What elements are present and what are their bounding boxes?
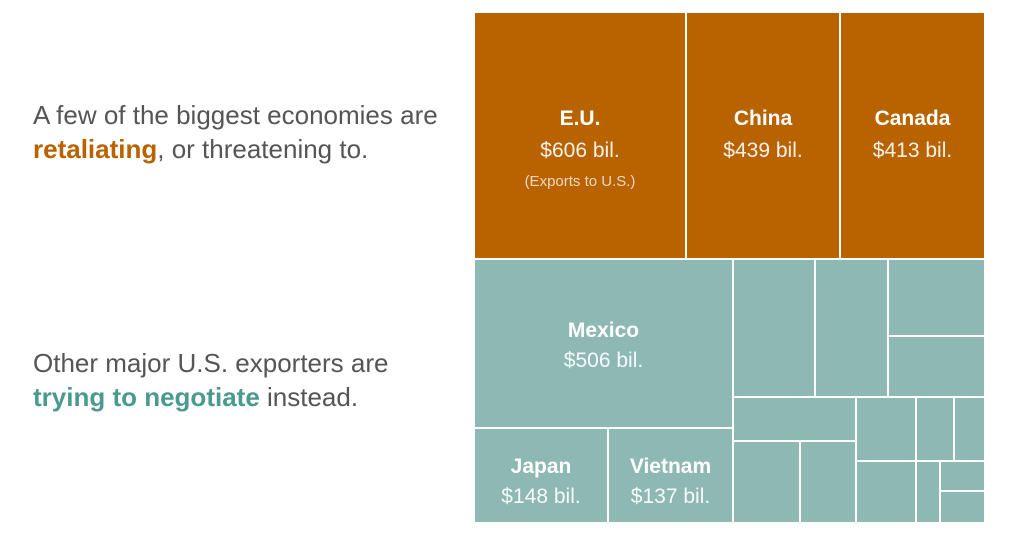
tile-value-japan: $148 bil. [501,485,580,508]
tile-value-china: $439 bil. [723,139,802,162]
caption-negotiating: Other major U.S. exporters are trying to… [33,346,453,414]
tile-label-e-u: E.U. [560,107,601,130]
tile-other-1 [732,258,816,398]
tile-other-10 [915,396,955,462]
tile-label-china: China [734,107,793,130]
caption-retaliating-post: , or threatening to. [157,134,369,164]
tile-other-3 [887,258,986,337]
tile-value-e-u: $606 bil. [540,139,619,162]
caption-negotiating-post: instead. [259,382,359,412]
tile-other-8 [855,396,917,462]
caption-retaliating: A few of the biggest economies are retal… [33,98,453,166]
tile-value-vietnam: $137 bil. [631,485,710,508]
tile-label-japan: Japan [511,455,572,478]
tile-note-e-u: (Exports to U.S.) [525,173,636,190]
tile-other-6 [732,440,801,524]
tile-other-5 [732,396,857,442]
tile-other-13 [939,460,986,492]
tile-mexico [473,258,734,429]
tile-value-canada: $413 bil. [873,139,952,162]
tile-other-7 [799,440,857,524]
tile-vietnam [607,427,734,524]
tile-other-14 [939,490,986,524]
tile-label-vietnam: Vietnam [630,455,711,478]
tile-label-canada: Canada [875,107,951,130]
tile-other-12 [915,460,941,524]
caption-negotiating-pre: Other major U.S. exporters are [33,348,389,378]
caption-negotiating-highlight: trying to negotiate [33,382,260,412]
caption-retaliating-highlight: retaliating [33,134,158,164]
tile-label-mexico: Mexico [568,319,639,342]
tile-other-4 [887,335,986,398]
tile-other-11 [953,396,986,462]
tile-canada [839,11,986,260]
tile-other-9 [855,460,917,524]
tile-value-mexico: $506 bil. [564,349,643,372]
tile-china [685,11,841,260]
tile-e-u [473,11,687,260]
caption-retaliating-pre: A few of the biggest economies are [33,100,438,130]
tile-other-2 [814,258,889,398]
